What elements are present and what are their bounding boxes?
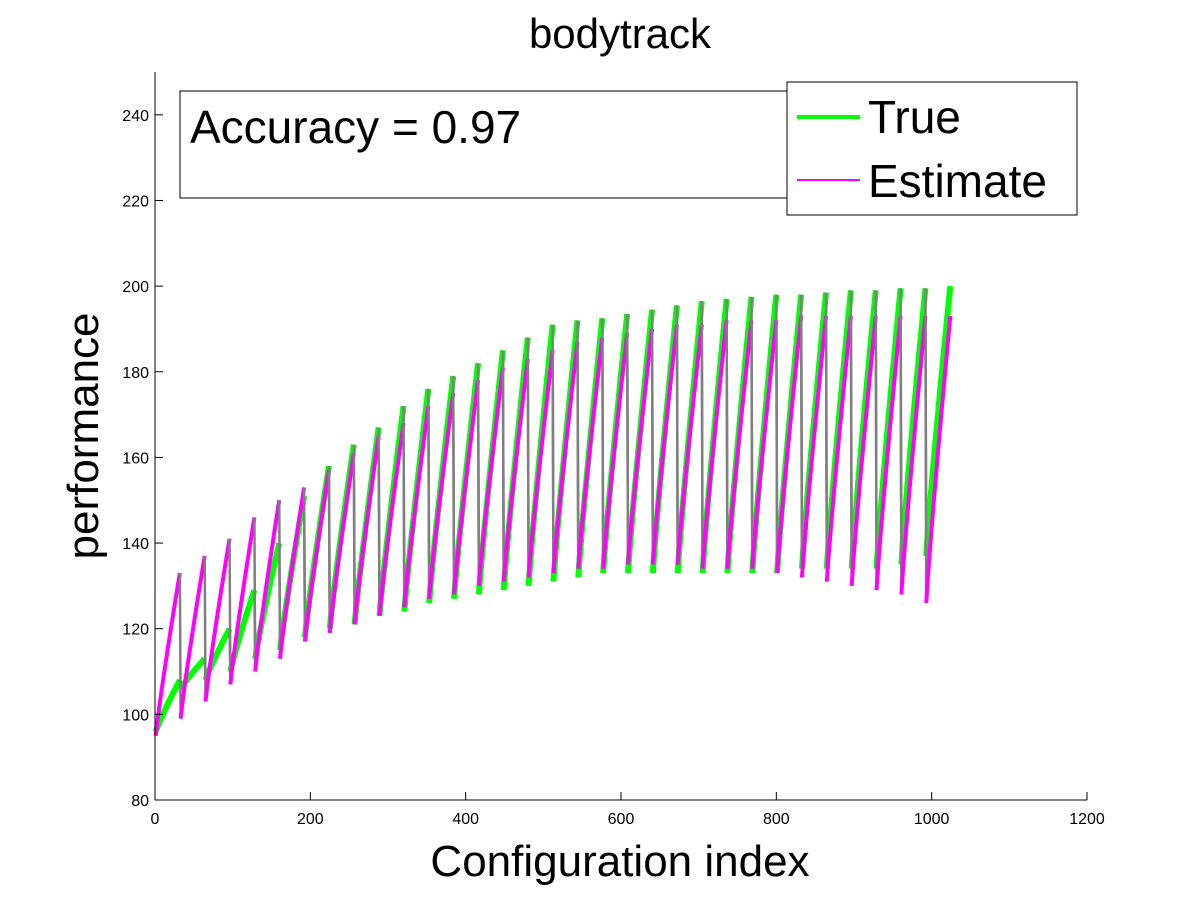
- series-block-estimate: [601, 332, 630, 569]
- x-tick-label: 1000: [914, 811, 950, 828]
- series-block-estimate: [874, 315, 903, 591]
- series-drop-estimate: [625, 333, 630, 565]
- x-tick-label: 400: [452, 811, 479, 828]
- series-block-estimate: [278, 487, 307, 659]
- series-drop-estimate: [501, 367, 505, 582]
- series-drop-estimate: [228, 538, 232, 685]
- series-drop-estimate: [924, 316, 928, 604]
- y-tick-label: 180: [122, 365, 149, 382]
- series-drop-estimate: [899, 316, 903, 595]
- series-block-estimate: [700, 320, 729, 569]
- series-block-estimate: [501, 358, 530, 582]
- series-drop-estimate: [874, 316, 878, 591]
- series-drop-estimate: [576, 341, 580, 569]
- series-block-estimate: [402, 405, 431, 608]
- series-drop-estimate: [427, 406, 431, 599]
- y-tick-label: 120: [122, 622, 149, 639]
- series-estimate: [153, 315, 953, 736]
- x-tick-label: 800: [763, 811, 790, 828]
- x-tick-label: 200: [297, 811, 324, 828]
- y-tick-label: 200: [122, 279, 149, 296]
- y-tick-label: 220: [122, 193, 149, 210]
- y-tick-label: 140: [122, 536, 149, 553]
- series-block-estimate: [228, 517, 257, 685]
- series-block-estimate: [675, 324, 704, 565]
- y-tick-label: 240: [122, 108, 149, 125]
- y-tick-label: 80: [131, 793, 149, 810]
- series-block-estimate: [203, 538, 232, 702]
- series-drop-estimate: [302, 487, 307, 642]
- series-drop-estimate: [526, 358, 530, 578]
- series-drop-estimate: [476, 380, 481, 586]
- x-tick-label: 0: [151, 811, 160, 828]
- series-drop-estimate: [675, 324, 679, 565]
- series-drop-estimate: [451, 393, 456, 595]
- series-drop-estimate: [327, 470, 331, 633]
- series-drop-estimate: [601, 337, 605, 569]
- series-drop-estimate: [352, 453, 356, 625]
- series-block-estimate: [476, 367, 505, 587]
- series-block-estimate: [625, 328, 655, 565]
- x-tick-label: 600: [608, 811, 635, 828]
- series-drop-estimate: [725, 320, 729, 569]
- series-block-true: [898, 287, 929, 565]
- data-layer: [152, 285, 954, 736]
- accuracy-text: Accuracy = 0.97: [190, 101, 521, 153]
- series-drop-estimate: [203, 555, 207, 702]
- y-axis-title: performance: [59, 312, 108, 559]
- series-drop-estimate: [178, 573, 182, 719]
- series-drop-estimate: [551, 350, 555, 574]
- series-block-estimate: [526, 350, 555, 578]
- series-block-estimate: [178, 555, 207, 719]
- series-drop-estimate: [799, 316, 804, 578]
- legend-label-true: True: [868, 91, 961, 143]
- series-drop-estimate: [278, 500, 282, 659]
- series-block-estimate: [576, 337, 605, 569]
- series-block-estimate: [377, 422, 406, 617]
- x-axis-title: Configuration index: [430, 837, 809, 886]
- series-drop-estimate: [402, 423, 406, 608]
- series-block-estimate: [899, 315, 928, 595]
- series-block-estimate: [725, 320, 754, 569]
- series-block-estimate: [799, 315, 829, 578]
- accuracy-box: [179, 90, 792, 199]
- series-drop-estimate: [750, 320, 754, 569]
- series-block-estimate: [824, 315, 853, 582]
- series-block-estimate: [253, 499, 282, 672]
- series-block-true: [152, 678, 183, 733]
- y-tick-label: 100: [122, 707, 149, 724]
- series-block-estimate: [302, 469, 331, 642]
- series-block-estimate: [849, 315, 878, 587]
- series-block-estimate: [352, 435, 381, 625]
- x-tick-label: 1200: [1069, 811, 1105, 828]
- series-block-estimate: [551, 341, 580, 574]
- series-drop-estimate: [650, 328, 655, 565]
- series-block-estimate: [153, 572, 182, 736]
- series-drop-estimate: [253, 517, 257, 672]
- series-block-estimate: [327, 452, 356, 634]
- chart-title: bodytrack: [529, 10, 712, 57]
- series-block-estimate: [650, 324, 679, 565]
- legend-box: [786, 81, 1078, 216]
- series-block-true: [923, 285, 954, 557]
- series-block-estimate: [452, 380, 481, 595]
- series-block-estimate: [750, 320, 779, 569]
- series-drop-estimate: [849, 316, 853, 586]
- series-drop-estimate: [377, 435, 381, 616]
- legend-label-estimate: Estimate: [868, 155, 1047, 207]
- series-drop-estimate: [775, 320, 779, 574]
- series-block-estimate: [427, 392, 456, 599]
- ticks-layer: 0 200 400 600 800 1000 1200 80 100 120 140 160 180 20…: [122, 108, 1105, 828]
- series-drop-estimate: [700, 324, 704, 569]
- y-tick-label: 160: [122, 450, 149, 467]
- series-block-estimate: [924, 315, 953, 604]
- series-block-estimate: [775, 315, 804, 574]
- series-drop-estimate: [824, 316, 829, 582]
